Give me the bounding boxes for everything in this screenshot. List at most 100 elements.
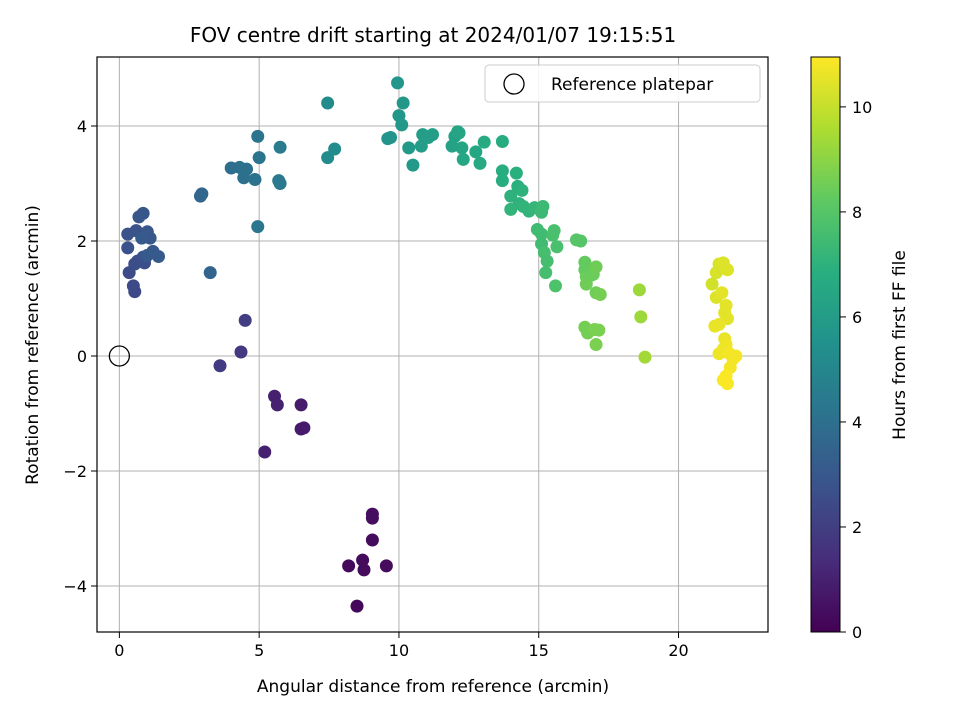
y-tick-label: 4 — [77, 117, 87, 136]
data-point — [536, 200, 550, 213]
colorbar-label: Hours from first FF file — [890, 250, 910, 440]
data-point — [238, 313, 252, 327]
data-point — [547, 224, 561, 238]
data-point — [248, 172, 262, 186]
x-axis-label: Angular distance from reference (arcmin) — [257, 677, 609, 697]
data-point — [504, 202, 518, 216]
colorbar-tick-label: 6 — [852, 308, 862, 327]
data-point — [203, 266, 217, 280]
x-tick-label: 20 — [668, 641, 688, 660]
data-point — [504, 189, 518, 203]
data-point — [638, 350, 652, 364]
data-point — [539, 266, 553, 280]
colorbar-gradient — [810, 56, 841, 633]
data-point — [251, 220, 265, 234]
data-point — [270, 398, 284, 412]
colorbar-ticks: 0 2 4 6 8 10 — [840, 98, 872, 642]
colorbar-tick-label: 4 — [852, 413, 862, 432]
data-point — [251, 129, 265, 143]
data-point — [549, 279, 563, 293]
data-point — [258, 445, 272, 459]
y-axis-ticks: −4 −2 0 2 4 — [63, 117, 97, 596]
legend-box — [484, 64, 761, 103]
data-point — [273, 140, 287, 154]
data-point — [720, 263, 734, 277]
data-point — [342, 559, 356, 573]
data-point — [705, 277, 719, 291]
data-point — [593, 287, 607, 301]
y-tick-label: −4 — [63, 577, 87, 596]
data-point — [445, 139, 459, 153]
legend-marker — [503, 73, 525, 95]
grid — [97, 57, 768, 632]
y-tick-label: 0 — [77, 347, 87, 366]
data-point — [632, 283, 646, 297]
data-point — [321, 151, 335, 165]
data-point — [574, 234, 588, 248]
x-tick-label: 10 — [389, 641, 409, 660]
y-tick-label: −2 — [63, 462, 87, 481]
data-point — [634, 310, 648, 324]
data-point — [273, 177, 287, 190]
data-point — [729, 349, 743, 363]
data-point — [395, 118, 409, 132]
data-point — [135, 231, 149, 245]
data-point — [402, 141, 416, 155]
colorbar-tick-label: 8 — [852, 203, 862, 222]
data-point — [515, 183, 529, 197]
data-point — [469, 145, 483, 159]
colorbar: 0 2 4 6 8 10 Hours from first FF file — [810, 56, 910, 642]
data-point — [592, 323, 606, 337]
x-tick-label: 5 — [254, 641, 264, 660]
data-point — [152, 250, 166, 264]
data-point — [712, 347, 726, 361]
data-point — [384, 131, 398, 144]
colorbar-tick-label: 10 — [852, 98, 872, 117]
data-point — [509, 166, 523, 180]
data-point — [357, 563, 371, 577]
data-point — [495, 164, 509, 178]
data-point — [356, 553, 370, 567]
colorbar-tick-label: 0 — [852, 623, 862, 642]
plot-frame — [96, 56, 769, 633]
data-point — [391, 76, 405, 90]
legend-entry: Reference platepar — [551, 75, 713, 95]
data-point — [321, 96, 335, 110]
data-point — [297, 421, 311, 435]
data-point — [495, 174, 509, 188]
data-point — [589, 260, 603, 274]
data-point — [328, 142, 342, 156]
data-point — [121, 241, 135, 255]
data-point — [379, 559, 393, 573]
data-point — [195, 187, 209, 201]
data-point — [396, 96, 410, 110]
data-point — [720, 377, 734, 391]
data-point — [495, 135, 509, 149]
data-point — [715, 286, 729, 300]
data-point — [540, 254, 554, 268]
data-point — [426, 128, 439, 142]
data-point — [365, 507, 379, 521]
data-point — [140, 248, 154, 262]
data-point — [579, 277, 593, 291]
data-point — [455, 141, 469, 155]
x-tick-label: 0 — [114, 641, 124, 660]
y-tick-label: 2 — [77, 232, 87, 251]
data-point — [535, 227, 549, 241]
data-point — [589, 338, 603, 351]
data-point — [240, 162, 254, 176]
reference-platepar-marker — [108, 345, 131, 367]
data-point — [708, 319, 722, 333]
data-point — [406, 158, 420, 172]
data-point — [213, 359, 227, 373]
legend: Reference platepar — [484, 64, 761, 103]
data-point — [477, 135, 491, 149]
data-point — [550, 240, 564, 254]
data-point — [414, 139, 428, 153]
data-point — [452, 126, 466, 140]
data-point — [365, 533, 379, 547]
data-point — [294, 398, 308, 412]
x-axis-ticks: 0 5 10 15 20 — [114, 632, 689, 660]
data-point — [234, 345, 248, 359]
